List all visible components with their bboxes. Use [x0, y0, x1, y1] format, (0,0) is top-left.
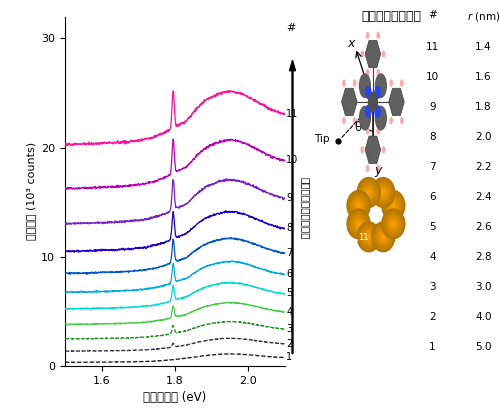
Text: 8: 8	[429, 132, 436, 142]
Circle shape	[366, 165, 370, 172]
Circle shape	[360, 50, 364, 58]
Text: 2.4: 2.4	[476, 192, 492, 202]
Text: 1: 1	[429, 342, 436, 352]
Circle shape	[342, 79, 346, 87]
Text: 測定時の探針位置: 測定時の探針位置	[362, 10, 422, 23]
Circle shape	[376, 165, 380, 172]
Text: 10: 10	[426, 72, 439, 82]
Text: 1.4: 1.4	[476, 42, 492, 52]
Text: 9: 9	[429, 102, 436, 112]
Circle shape	[365, 86, 372, 99]
Text: 1: 1	[286, 352, 292, 362]
Text: r: r	[362, 114, 368, 127]
Text: 4.0: 4.0	[476, 312, 492, 322]
Text: 2: 2	[429, 312, 436, 322]
Circle shape	[374, 86, 381, 99]
Polygon shape	[388, 88, 404, 116]
Text: 7: 7	[286, 248, 292, 258]
Text: 2.0: 2.0	[476, 132, 492, 142]
Circle shape	[353, 79, 356, 87]
Circle shape	[400, 117, 404, 124]
Text: 2: 2	[286, 339, 292, 349]
Text: 2.6: 2.6	[476, 222, 492, 232]
Text: 8: 8	[286, 223, 292, 233]
Text: $r$ (nm): $r$ (nm)	[467, 10, 500, 23]
Text: 3: 3	[429, 282, 436, 292]
Text: 7: 7	[429, 162, 436, 172]
Polygon shape	[342, 88, 357, 116]
Circle shape	[353, 117, 356, 124]
Circle shape	[382, 146, 386, 154]
Text: 1.6: 1.6	[476, 72, 492, 82]
Text: 11: 11	[286, 109, 298, 119]
Circle shape	[374, 73, 387, 98]
Circle shape	[390, 117, 393, 124]
Circle shape	[374, 105, 381, 118]
Text: x: x	[348, 37, 355, 50]
Circle shape	[374, 106, 387, 131]
Text: 2.2: 2.2	[476, 162, 492, 172]
Text: Tip: Tip	[314, 134, 330, 144]
Text: 4: 4	[286, 307, 292, 317]
Circle shape	[359, 106, 371, 131]
Text: #: #	[286, 23, 296, 33]
Text: θ: θ	[354, 121, 361, 134]
Text: 3: 3	[286, 324, 292, 334]
Text: y: y	[374, 164, 382, 177]
Circle shape	[366, 127, 370, 135]
Circle shape	[382, 50, 386, 58]
Circle shape	[376, 127, 380, 135]
Text: 1.8: 1.8	[476, 102, 492, 112]
Text: 3.0: 3.0	[476, 282, 492, 292]
Text: 10: 10	[286, 155, 298, 165]
Text: 6: 6	[286, 269, 292, 279]
Circle shape	[360, 146, 364, 154]
Text: 11: 11	[426, 42, 439, 52]
Circle shape	[390, 79, 393, 87]
Y-axis label: 発光強度 (10³ counts): 発光強度 (10³ counts)	[26, 142, 36, 240]
Polygon shape	[365, 136, 380, 163]
Circle shape	[366, 32, 370, 39]
Text: #: #	[428, 10, 436, 20]
Circle shape	[359, 73, 371, 98]
Polygon shape	[365, 40, 380, 68]
Text: 5.0: 5.0	[476, 342, 492, 352]
Text: 2.8: 2.8	[476, 252, 492, 262]
Text: 5: 5	[429, 222, 436, 232]
Text: 9: 9	[286, 193, 292, 203]
Circle shape	[368, 92, 378, 112]
Text: 6: 6	[429, 192, 436, 202]
Text: 4: 4	[429, 252, 436, 262]
X-axis label: エネルギー (eV): エネルギー (eV)	[144, 391, 206, 404]
Circle shape	[376, 69, 380, 77]
Text: 5: 5	[286, 288, 292, 298]
Circle shape	[365, 105, 372, 118]
Circle shape	[342, 117, 346, 124]
Circle shape	[400, 79, 404, 87]
Circle shape	[366, 69, 370, 77]
Circle shape	[376, 32, 380, 39]
Text: 探針を分子に近づける: 探針を分子に近づける	[300, 177, 310, 239]
